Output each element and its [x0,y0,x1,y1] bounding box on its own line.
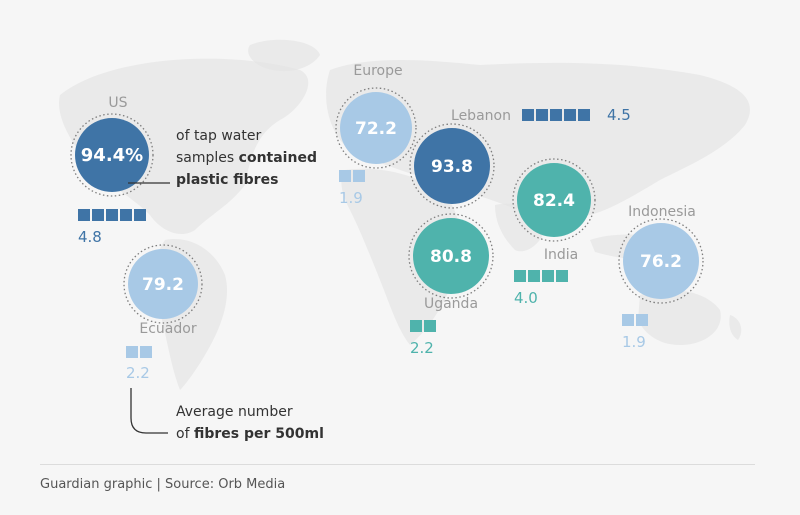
source-credit: Guardian graphic | Source: Orb Media [40,477,286,492]
fibre-note-line-1: Average number [176,404,293,420]
bubble-ring-lebanon [409,123,495,209]
land-shape-4 [341,168,461,345]
fibre-square-india-3 [556,270,568,282]
location-label-indonesia: Indonesia [628,204,696,220]
fibre-square-india-1 [528,270,540,282]
bubble-ecuador [128,249,198,319]
fibre-square-indonesia-0 [622,314,634,326]
fibre-note-leader [130,388,168,434]
pct-note-line-3: plastic fibres [176,172,278,188]
fibre-note-line-2-bold: fibres per 500ml [194,426,324,442]
fibre-value-indonesia: 1.9 [622,333,646,351]
fibre-value-uganda: 2.2 [410,339,434,357]
land-shape-7 [638,290,721,345]
pct-note-line-2: samples contained [176,150,317,166]
fibre-square-us-0 [78,209,90,221]
fibre-square-lebanon-0 [522,109,534,121]
pct-note-line-2-regular: samples [176,150,239,166]
bubble-value-india: 82.4 [533,191,575,211]
bubble-value-lebanon: 93.8 [431,157,473,177]
bubble-ring-indonesia [618,218,704,304]
fibre-square-india-2 [542,270,554,282]
bubble-ring-india [512,158,596,242]
bubble-value-indonesia: 76.2 [640,252,682,272]
bubble-value-europe: 72.2 [355,119,397,139]
fibre-square-lebanon-3 [564,109,576,121]
location-label-europe: Europe [353,63,402,79]
fibre-square-lebanon-2 [550,109,562,121]
fibre-square-us-2 [106,209,118,221]
footer-divider [40,464,755,465]
bubble-ring-ecuador [123,244,203,324]
fibre-square-lebanon-4 [578,109,590,121]
chart-marks: 94.4% US 4.8 79.2 Ecuador 2.2 72.2 Europe 1.9 93.… [70,63,704,442]
fibre-value-ecuador: 2.2 [126,364,150,382]
fibre-square-uganda-0 [410,320,422,332]
land-shape-1 [248,39,320,72]
fibre-square-lebanon-1 [536,109,548,121]
bubble-indonesia [623,223,699,299]
pct-note-line-1: of tap water [176,128,261,144]
bubble-value-us: 94.4% [81,145,143,166]
fibre-square-us-3 [120,209,132,221]
bubble-ring-europe [335,87,417,169]
fibre-square-indonesia-1 [636,314,648,326]
fibre-value-india: 4.0 [514,289,538,307]
bubble-india [517,163,591,237]
location-label-us: US [108,95,127,111]
bubble-ring-uganda [408,213,494,299]
fibre-value-us: 4.8 [78,228,102,246]
bubble-ring-us [70,113,154,197]
bubble-us [75,118,149,192]
fibre-square-ecuador-1 [140,346,152,358]
fibre-square-india-0 [514,270,526,282]
bubble-uganda [413,218,489,294]
fibre-value-europe: 1.9 [339,189,363,207]
location-label-ecuador: Ecuador [139,321,196,337]
fibre-square-uganda-1 [424,320,436,332]
pct-note-line-2-bold: contained [239,150,317,166]
fibre-square-ecuador-0 [126,346,138,358]
bubble-lebanon [414,128,490,204]
fibre-note-line-2: of fibres per 500ml [176,426,324,442]
fibre-value-lebanon: 4.5 [607,106,631,124]
location-label-uganda: Uganda [424,296,478,312]
fibre-square-us-1 [92,209,104,221]
fibre-square-europe-1 [353,170,365,182]
fibre-note-line-2-regular: of [176,426,194,442]
bubble-value-uganda: 80.8 [430,247,472,267]
land-shape-8 [729,315,742,340]
bubble-europe [340,92,412,164]
bubble-value-ecuador: 79.2 [142,275,184,295]
location-label-lebanon: Lebanon [451,108,511,124]
fibre-square-us-4 [134,209,146,221]
location-label-india: India [544,247,578,263]
fibre-square-europe-0 [339,170,351,182]
